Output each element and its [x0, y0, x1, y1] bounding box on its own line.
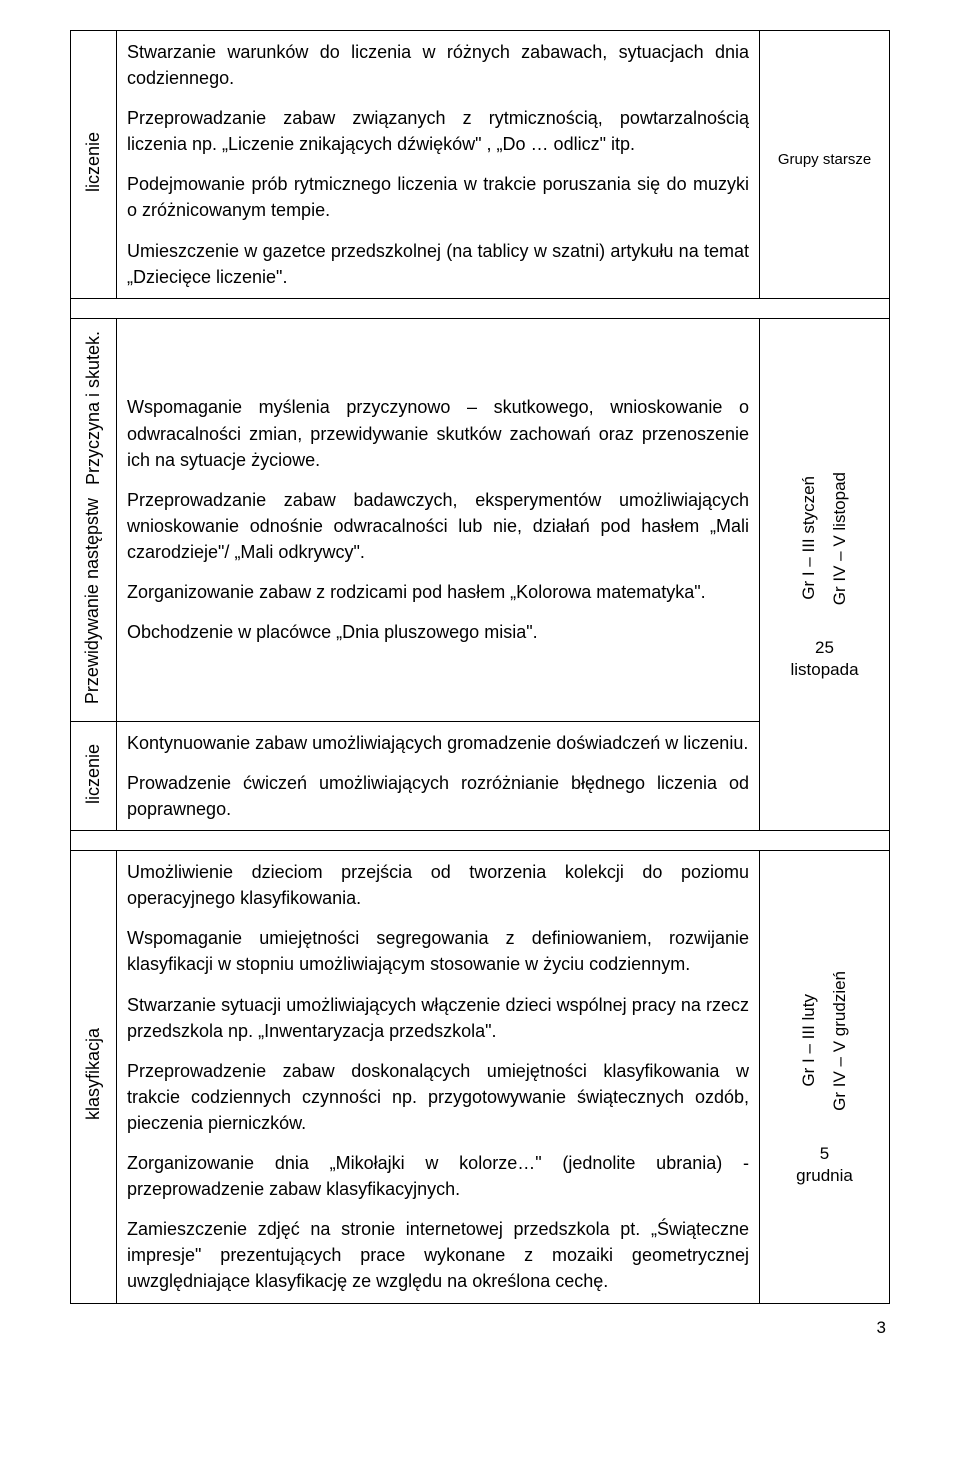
row2-para-b1: Prowadzenie ćwiczeń umożliwiających rozr… — [127, 770, 749, 822]
row2-content-bottom: Kontynuowanie zabaw umożliwiających grom… — [117, 721, 760, 830]
row2-label-a: Przyczyna i skutek. — [83, 327, 105, 489]
row2-label-bottom: liczenie — [83, 740, 105, 808]
row2-date-month: listopada — [770, 659, 879, 681]
row3-right-v-0: Gr I – III luty — [799, 990, 819, 1091]
row2-label-cell-top: Przyczyna i skutek. Przewidywanie następ… — [71, 318, 117, 721]
row3-date-month: grudnia — [770, 1165, 879, 1187]
row2-right-cell: Gr I – III styczeń Gr IV – V listopad 25… — [760, 318, 890, 830]
row3-para-3: Przeprowadzenie zabaw doskonalących umie… — [127, 1058, 749, 1136]
row2-label-b: Przewidywanie następstw — [82, 494, 104, 708]
row3-right-cell: Gr I – III luty Gr IV – V grudzień 5 gru… — [760, 851, 890, 1303]
row1-content: Stwarzanie warunków do liczenia w różnyc… — [117, 31, 760, 299]
row2-right-v-0: Gr I – III styczeń — [799, 472, 819, 604]
row3-para-2: Stwarzanie sytuacji umożliwiających włąc… — [127, 992, 749, 1044]
row3-label-cell: klasyfikacja — [71, 851, 117, 1303]
row3-para-0: Umożliwienie dzieciom przejścia od tworz… — [127, 859, 749, 911]
row-przyczyna: Przyczyna i skutek. Przewidywanie następ… — [71, 318, 890, 721]
row3-para-1: Wspomaganie umiejętności segregowania z … — [127, 925, 749, 977]
row2-para-b0: Kontynuowanie zabaw umożliwiających grom… — [127, 730, 749, 756]
page: liczenie Stwarzanie warunków do liczenia… — [0, 0, 960, 1368]
row-liczenie-1: liczenie Stwarzanie warunków do liczenia… — [71, 31, 890, 299]
row3-right-stack: Gr I – III luty Gr IV – V grudzień 5 gru… — [770, 967, 879, 1187]
row3-label: klasyfikacja — [83, 1024, 105, 1124]
row2-content-top: Wspomaganie myślenia przyczynowo – skutk… — [117, 318, 760, 721]
sep-1 — [71, 298, 890, 318]
row2-date-day: 25 — [770, 637, 879, 659]
row-klasyfikacja: klasyfikacja Umożliwienie dzieciom przej… — [71, 851, 890, 1303]
row1-right-cell: Grupy starsze — [760, 31, 890, 299]
row2-right-v-1: Gr IV – V listopad — [830, 468, 850, 609]
row2-para-2: Zorganizowanie zabaw z rodzicami pod has… — [127, 579, 749, 605]
main-table: liczenie Stwarzanie warunków do liczenia… — [70, 30, 890, 1304]
row2-para-3: Obchodzenie w placówce „Dnia pluszowego … — [127, 619, 749, 645]
row2-right-stack: Gr I – III styczeń Gr IV – V listopad 25… — [770, 468, 879, 681]
sep-2 — [71, 831, 890, 851]
row2-para-0: Wspomaganie myślenia przyczynowo – skutk… — [127, 394, 749, 472]
row1-para-0: Stwarzanie warunków do liczenia w różnyc… — [127, 39, 749, 91]
row1-right-text: Grupy starsze — [778, 151, 871, 168]
row3-para-4: Zorganizowanie dnia „Mikołajki w kolorze… — [127, 1150, 749, 1202]
row3-content: Umożliwienie dzieciom przejścia od tworz… — [117, 851, 760, 1303]
page-number: 3 — [70, 1304, 890, 1338]
row2-label-cell-bottom: liczenie — [71, 721, 117, 830]
row1-label: liczenie — [83, 128, 105, 196]
row3-para-5: Zamieszczenie zdjęć na stronie interneto… — [127, 1216, 749, 1294]
row3-right-v-1: Gr IV – V grudzień — [830, 967, 850, 1115]
row2-para-1: Przeprowadzanie zabaw badawczych, eksper… — [127, 487, 749, 565]
row3-date-day: 5 — [770, 1143, 879, 1165]
row2-date: 25 listopada — [770, 637, 879, 681]
row1-label-cell: liczenie — [71, 31, 117, 299]
row3-date: 5 grudnia — [770, 1143, 879, 1187]
row1-para-1: Przeprowadzanie zabaw związanych z rytmi… — [127, 105, 749, 157]
row1-para-3: Umieszczenie w gazetce przedszkolnej (na… — [127, 238, 749, 290]
row1-para-2: Podejmowanie prób rytmicznego liczenia w… — [127, 171, 749, 223]
